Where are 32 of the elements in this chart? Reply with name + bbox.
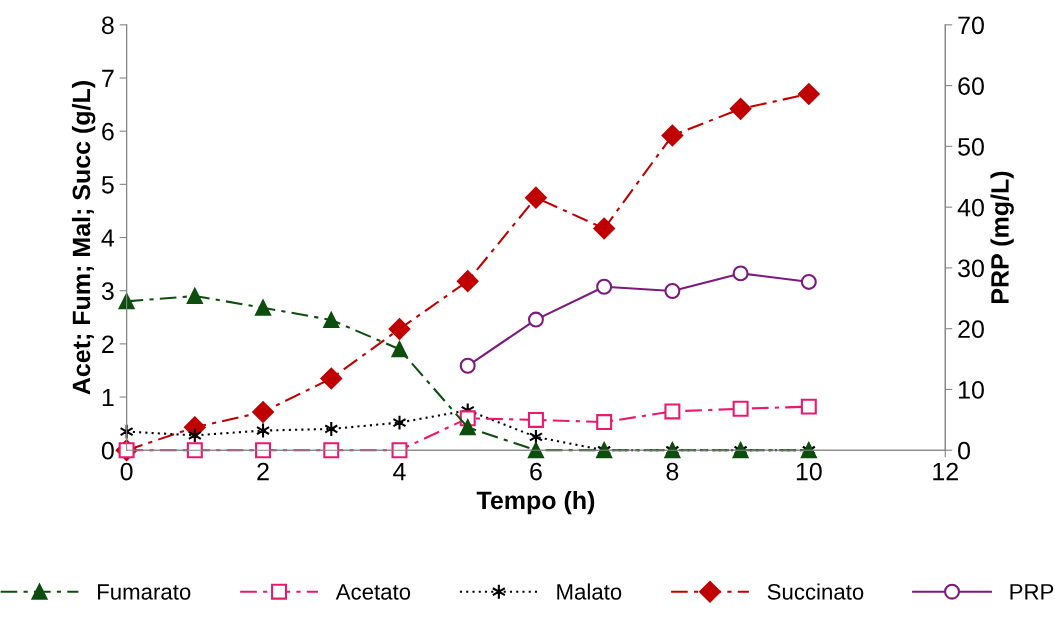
- y-tick-label: 4: [101, 229, 115, 247]
- y-tick-label: 5: [101, 176, 114, 194]
- y-tick-label: 2: [102, 335, 114, 353]
- x-tick-label: 12: [933, 462, 958, 481]
- y2-tick-label: 40: [957, 198, 984, 217]
- y-tick-label: 7: [102, 69, 114, 88]
- y2-tick-label: 0: [958, 441, 971, 460]
- y-tick-label: 8: [101, 16, 114, 35]
- y2-tick-label: 10: [958, 381, 984, 399]
- y2-axis-title: PRP (mg/L): [990, 171, 1014, 303]
- y-tick-label: 3: [101, 282, 114, 301]
- y-axis-title: Acet; Fum; Mal; Succ (g/L): [71, 81, 96, 395]
- x-tick-label: 0: [120, 462, 133, 481]
- y2-tick-label: 70: [958, 16, 984, 35]
- legend-label: Succinato: [767, 583, 864, 600]
- y-tick-label: 6: [102, 122, 114, 141]
- x-tick-label: 10: [796, 462, 822, 481]
- x-tick-label: 6: [530, 462, 542, 481]
- legend-label: Malato: [557, 583, 622, 600]
- x-tick-label: 8: [666, 462, 679, 481]
- y-tick-label: 0: [101, 441, 114, 460]
- y2-tick-label: 20: [958, 320, 984, 338]
- y2-tick-label: 30: [958, 259, 984, 278]
- y-tick-label: 1: [102, 388, 114, 407]
- x-tick-label: 2: [257, 462, 269, 481]
- x-axis-title: Tempo (h): [476, 490, 595, 515]
- x-tick-label: 4: [393, 462, 406, 481]
- y2-tick-label: 50: [958, 137, 984, 156]
- y2-tick-label: 60: [958, 77, 984, 95]
- legend-label: Acetato: [335, 584, 411, 600]
- legend-label: Fumarato: [98, 584, 191, 600]
- legend-label: PRP: [1010, 584, 1054, 600]
